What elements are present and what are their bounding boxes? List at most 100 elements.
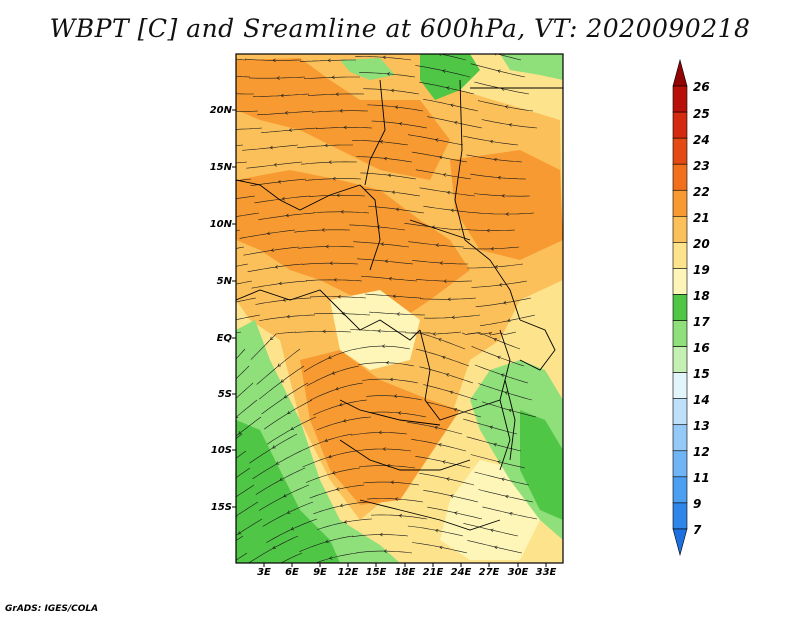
colorbar-label-21: 21 bbox=[693, 211, 710, 225]
streamline-arrow bbox=[489, 139, 494, 144]
streamline-arrow bbox=[443, 279, 447, 283]
streamline bbox=[236, 93, 254, 95]
border-line bbox=[339, 399, 441, 426]
streamline-arrow bbox=[335, 487, 340, 491]
streamline-arrow bbox=[438, 155, 443, 160]
streamline-arrow bbox=[343, 125, 347, 130]
streamline bbox=[236, 58, 247, 61]
colorbar-label-9: 9 bbox=[693, 497, 702, 511]
streamline bbox=[236, 75, 251, 78]
streamline-arrow bbox=[223, 465, 226, 468]
streamline bbox=[236, 263, 249, 267]
streamline bbox=[236, 297, 257, 303]
wbpt-18-zone-west bbox=[236, 420, 340, 563]
streamline-arrow bbox=[335, 92, 339, 96]
border-line bbox=[339, 439, 471, 471]
border-line bbox=[236, 179, 381, 271]
lat-label-15s: 15S bbox=[210, 502, 232, 513]
lat-label-5s: 5S bbox=[217, 389, 232, 400]
streamline-arrow bbox=[505, 494, 509, 499]
streamline bbox=[496, 54, 522, 61]
streamline bbox=[236, 382, 254, 399]
streamline-arrow bbox=[229, 302, 232, 305]
streamline-arrow bbox=[442, 173, 447, 177]
streamline-arrow bbox=[391, 190, 396, 195]
streamline-arrow bbox=[508, 123, 513, 127]
streamline-arrow bbox=[490, 246, 494, 251]
streamline-arrow bbox=[453, 408, 458, 412]
streamline-arrow bbox=[231, 498, 234, 501]
streamline-arrow bbox=[222, 74, 225, 77]
border-line bbox=[359, 499, 501, 531]
colorbar-segment bbox=[672, 111, 688, 139]
colorbar-segment bbox=[672, 216, 688, 243]
streamline-arrow bbox=[331, 75, 335, 80]
colorbar-segment bbox=[672, 450, 688, 478]
colorbar-label-13: 13 bbox=[693, 419, 710, 433]
colorbar-segment bbox=[672, 189, 688, 217]
streamline-arrow bbox=[438, 443, 442, 447]
streamline-arrow bbox=[283, 394, 288, 399]
streamline-arrow bbox=[333, 278, 337, 282]
streamline-arrow bbox=[266, 231, 271, 236]
streamline-arrow bbox=[435, 528, 439, 533]
streamline-arrow bbox=[450, 208, 455, 213]
streamline-arrow bbox=[272, 545, 276, 549]
streamline-arrow bbox=[288, 128, 292, 132]
streamline-arrow bbox=[451, 315, 455, 320]
streamline-arrow bbox=[387, 173, 392, 178]
streamline-arrow bbox=[325, 539, 329, 544]
streamline bbox=[236, 484, 255, 498]
streamline-arrow bbox=[336, 193, 340, 198]
streamline-arrow bbox=[486, 228, 490, 233]
colorbar-segment bbox=[672, 398, 688, 426]
colorbar-label-25: 25 bbox=[693, 107, 710, 121]
wbpt-17-zone-ne bbox=[500, 54, 563, 80]
streamline-arrow bbox=[340, 210, 344, 214]
streamline-arrow bbox=[394, 105, 399, 109]
streamline-arrow bbox=[269, 145, 274, 150]
streamline-arrow bbox=[227, 198, 230, 201]
streamline-arrow bbox=[395, 207, 400, 212]
streamline-arrow bbox=[226, 367, 229, 370]
streamline-arrow bbox=[389, 377, 394, 382]
streamline-arrow bbox=[450, 494, 454, 498]
streamline-arrow bbox=[328, 355, 332, 359]
colorbar-segment bbox=[672, 137, 688, 165]
streamline-arrow bbox=[287, 410, 291, 414]
streamlines bbox=[220, 54, 538, 563]
colorbar-segment bbox=[672, 320, 688, 347]
streamline-arrow bbox=[328, 454, 332, 459]
streamline-arrow bbox=[394, 497, 399, 501]
streamline-arrow bbox=[279, 477, 283, 481]
streamline bbox=[280, 552, 303, 563]
colorbar-segment bbox=[672, 372, 688, 399]
wbpt-18-zone-north bbox=[420, 54, 480, 100]
colorbar-label-20: 20 bbox=[693, 237, 710, 251]
streamline-arrow bbox=[280, 93, 284, 98]
streamline-arrow bbox=[339, 109, 343, 113]
streamline-arrow bbox=[220, 549, 223, 552]
border-line bbox=[236, 289, 421, 341]
streamline-arrow bbox=[276, 76, 280, 80]
streamline-arrow bbox=[488, 332, 493, 336]
streamline bbox=[438, 54, 467, 61]
streamline-arrow bbox=[227, 481, 230, 484]
border-line bbox=[454, 79, 521, 321]
streamline-arrow bbox=[446, 190, 451, 195]
streamline-arrow bbox=[381, 344, 385, 348]
streamline bbox=[236, 178, 252, 182]
wbpt-18-zone-east bbox=[520, 410, 563, 520]
streamline-arrow bbox=[331, 470, 336, 475]
colorbar-label-15: 15 bbox=[693, 367, 710, 381]
colorbar-label-12: 12 bbox=[693, 445, 710, 459]
streamline-arrow bbox=[383, 156, 388, 161]
streamline-arrow bbox=[231, 215, 234, 218]
streamline-arrow bbox=[338, 402, 343, 407]
wbpt-19-zone bbox=[330, 290, 420, 370]
streamline-arrow bbox=[321, 228, 325, 232]
streamline bbox=[236, 348, 246, 360]
streamline-arrow bbox=[378, 430, 382, 435]
streamline-arrow bbox=[501, 194, 505, 198]
wbpt-22-zone-south bbox=[300, 350, 460, 505]
